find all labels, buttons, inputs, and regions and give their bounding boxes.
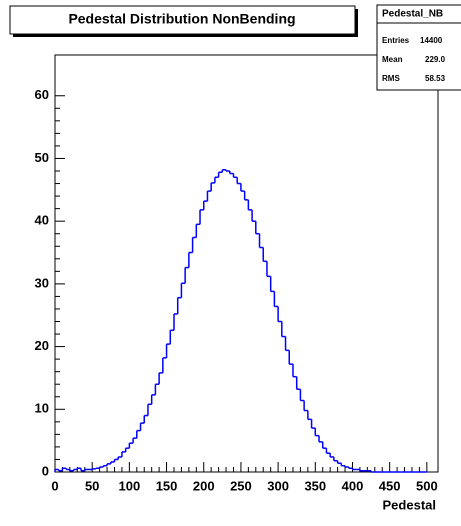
x-tick-label: 0 — [51, 478, 58, 493]
x-tick-label: 200 — [193, 478, 215, 493]
chart-title: Pedestal Distribution NonBending — [68, 11, 295, 27]
y-tick-label: 60 — [35, 87, 49, 102]
y-tick-label: 50 — [35, 150, 49, 165]
x-tick-label: 400 — [342, 478, 364, 493]
stats-label: RMS — [382, 74, 400, 83]
y-tick-label: 40 — [35, 213, 49, 228]
stats-value: 14400 — [420, 36, 443, 45]
x-tick-label: 50 — [85, 478, 99, 493]
y-tick-label: 0 — [42, 463, 49, 478]
x-tick-label: 300 — [267, 478, 289, 493]
y-tick-label: 20 — [35, 338, 49, 353]
histogram — [54, 169, 427, 473]
x-tick-label: 350 — [304, 478, 326, 493]
stats-frame — [376, 4, 461, 91]
stats-value: 58.53 — [425, 74, 446, 83]
stats-label: Entries — [382, 36, 410, 45]
title-box — [9, 5, 356, 35]
x-tick-label: 450 — [379, 478, 401, 493]
x-tick-label: 250 — [230, 478, 252, 493]
x-tick-label: 500 — [416, 478, 438, 493]
x-axis-label: Pedestal — [383, 497, 436, 512]
stats-value: 229.0 — [425, 55, 446, 64]
stats-name: Pedestal_NB — [382, 9, 443, 20]
y-tick-label: 30 — [35, 275, 49, 290]
x-tick-label: 150 — [156, 478, 178, 493]
stats-label: Mean — [382, 55, 403, 64]
stats-box: Pedestal_NB Entries 14400 Mean 229.0 RMS… — [376, 4, 461, 91]
y-tick-label: 10 — [35, 401, 49, 416]
plot-frame — [54, 54, 439, 473]
x-tick-label: 100 — [119, 478, 141, 493]
